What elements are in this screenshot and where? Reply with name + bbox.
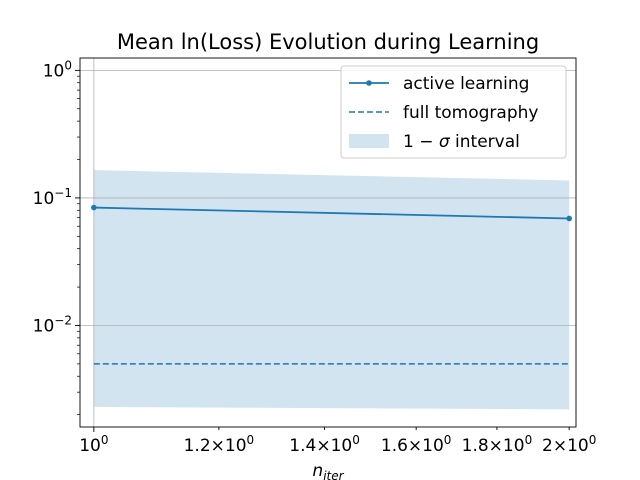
y-axis: 100 10−1 10−2	[33, 58, 80, 415]
x-tick-label: 1.2×100	[184, 433, 255, 456]
x-tick-label: 1.4×100	[289, 433, 360, 456]
sigma-band	[93, 170, 570, 410]
x-axis: 100 1.2×100 1.4×100 1.6×100 1.8×100 2×100	[79, 427, 596, 456]
active-learning-point	[91, 204, 97, 211]
x-tick-label: 1.8×100	[462, 433, 533, 456]
legend-swatch-band	[349, 134, 389, 148]
y-tick-label: 10−2	[33, 313, 72, 336]
y-tick-label: 100	[43, 58, 72, 81]
legend-box	[340, 65, 567, 159]
legend-label: active learning	[403, 74, 529, 94]
x-tick-label: 2×100	[542, 433, 596, 456]
plot-frame	[79, 57, 577, 428]
chart-title: Mean ln(Loss) Evolution during Learning	[117, 30, 539, 54]
legend-label: full tomography	[403, 103, 538, 123]
y-tick-label: 10−1	[33, 186, 72, 209]
x-tick-label: 1.6×100	[381, 433, 452, 456]
legend-swatch-marker	[366, 80, 372, 86]
x-axis-label: niter	[312, 461, 344, 480]
active-learning-point	[566, 215, 572, 222]
active-learning-line	[93, 206, 570, 220]
x-tick-label: 100	[79, 433, 108, 456]
legend-label: 1 − σ interval	[403, 132, 520, 152]
